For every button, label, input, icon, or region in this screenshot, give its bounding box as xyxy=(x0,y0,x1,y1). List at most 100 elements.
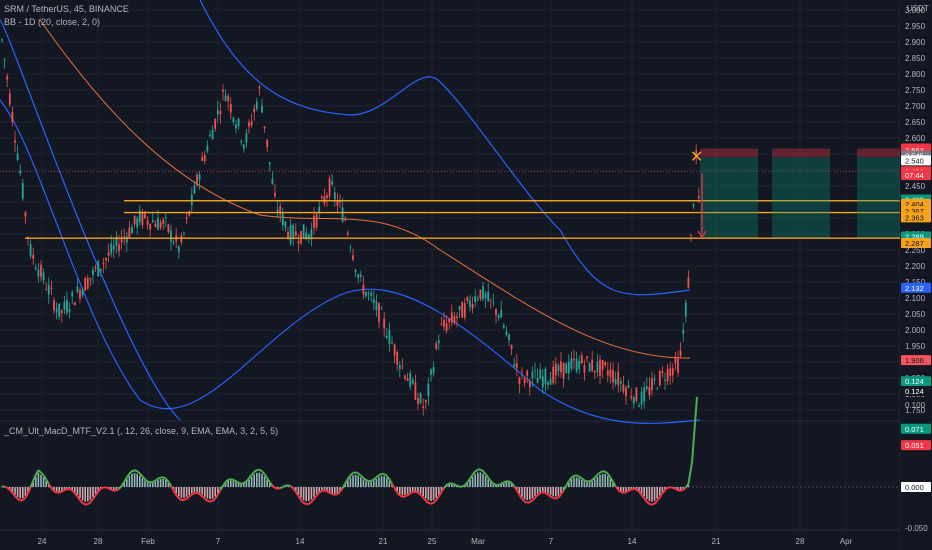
candle-body xyxy=(523,378,526,384)
candle-body xyxy=(653,378,656,381)
candle-body xyxy=(352,255,354,260)
macd-histogram-bar xyxy=(16,487,19,497)
macd-histogram-bar xyxy=(661,487,664,493)
candle-body xyxy=(209,134,211,137)
horizontal-levels[interactable] xyxy=(0,170,900,239)
macd-line-segment xyxy=(110,488,115,492)
macd-line-segment xyxy=(100,486,104,490)
macd-line-segment xyxy=(658,492,664,498)
macd-line-segment xyxy=(334,493,338,496)
entry-marker-icon: ✕ xyxy=(690,147,703,166)
price-tag-label: 2.563 xyxy=(905,146,924,155)
candle-body xyxy=(474,296,477,302)
time-tick-label: 7 xyxy=(216,537,221,546)
macd-histogram-bar xyxy=(313,487,315,497)
price-tick-label: 2.100 xyxy=(905,294,926,303)
macd-histogram-bar xyxy=(386,477,388,487)
time-axis[interactable]: 24 28 Feb 7 14 21 25 Mar 7 14 21 28 Apr xyxy=(38,537,853,546)
candle-body xyxy=(331,181,334,185)
macd-line-segment xyxy=(649,503,653,506)
candle-body xyxy=(552,366,555,383)
macd-line-segment xyxy=(29,480,35,488)
macd-histogram-bar xyxy=(349,477,352,487)
candle-body xyxy=(448,318,451,322)
macd-line-segment xyxy=(152,479,156,483)
macd-histogram-bar xyxy=(53,487,55,491)
macd-histogram-bar xyxy=(536,487,539,494)
macd-histogram-bar xyxy=(534,487,536,496)
macd-line-segment xyxy=(526,501,531,504)
macd-histogram-bar xyxy=(497,485,500,487)
price-tick-label: 2.900 xyxy=(905,38,926,47)
candle-body xyxy=(16,153,19,161)
macd-line-segment xyxy=(331,493,336,496)
candle-body xyxy=(68,309,71,312)
macd-histogram-bar xyxy=(131,473,133,487)
candle-body xyxy=(193,185,196,194)
macd-histogram-bar xyxy=(638,487,640,491)
macd-histogram-bar xyxy=(308,487,310,502)
price-axis[interactable]: 3.000 2.950 2.900 2.850 2.800 2.750 2.700 2.650… xyxy=(900,0,932,550)
macd-histogram-bar xyxy=(599,474,601,487)
macd-tag-label: 0.051 xyxy=(905,441,924,450)
candle-body xyxy=(380,308,383,310)
macd-histogram-bar xyxy=(256,472,258,487)
price-tag xyxy=(901,355,931,366)
macd-histogram-bar xyxy=(503,483,505,487)
candle-body xyxy=(136,218,139,228)
macd-histogram-bar xyxy=(45,480,47,487)
candle-body xyxy=(349,247,352,249)
macd-histogram-bar xyxy=(549,487,552,496)
macd-line-segment xyxy=(544,492,549,496)
macd-line-segment xyxy=(303,502,307,506)
candle-body xyxy=(164,217,167,219)
macd-line-segment xyxy=(680,488,684,492)
macd-line-segment xyxy=(557,493,562,499)
macd-line-segment xyxy=(183,497,188,501)
macd-line-segment xyxy=(108,487,112,491)
macd-spike xyxy=(687,396,698,485)
macd-histogram-bar xyxy=(113,487,115,491)
candle-body xyxy=(240,140,243,143)
candle-body xyxy=(211,129,214,140)
macd-line-segment xyxy=(248,474,253,479)
macd-line-segment xyxy=(50,487,55,492)
candle-body xyxy=(354,269,357,272)
macd-line-segment xyxy=(357,472,362,477)
macd-line-segment xyxy=(224,479,229,483)
macd-histogram-bar xyxy=(14,487,16,495)
time-tick-label: 25 xyxy=(428,537,437,546)
price-tag-label: 2.404 xyxy=(905,200,924,209)
candle-body xyxy=(562,362,565,379)
macd-line-segment xyxy=(391,483,396,489)
macd-histogram-bar xyxy=(139,475,141,487)
macd-histogram-bar xyxy=(302,487,305,501)
macd-line-segment xyxy=(235,480,240,484)
macd-histogram-bar xyxy=(339,487,341,492)
short-position-boxes[interactable]: ✕ xyxy=(690,147,900,239)
candle-body xyxy=(658,370,661,386)
macd-histogram-bar xyxy=(508,482,510,487)
macd-histogram-bar xyxy=(656,487,658,499)
macd-line-segment xyxy=(643,497,648,503)
price-tag xyxy=(901,212,931,223)
macd-histogram-bar xyxy=(74,487,76,493)
macd-line-segment xyxy=(344,478,349,485)
macd-line-segment xyxy=(617,489,622,493)
macd-histogram-bar xyxy=(19,487,21,499)
macd-histogram-bar xyxy=(396,487,398,492)
candle-body xyxy=(63,301,66,310)
candle-body xyxy=(118,244,120,252)
macd-line-segment xyxy=(157,476,162,480)
macd-line-segment xyxy=(498,482,502,486)
candle-body xyxy=(248,122,250,127)
macd-line-segment xyxy=(355,471,359,475)
macd-histogram-bar xyxy=(326,487,328,491)
candle-body xyxy=(346,232,349,235)
macd-histogram-bar xyxy=(430,487,432,501)
macd-line-segment xyxy=(211,497,216,502)
macd-histogram-bar xyxy=(373,480,375,487)
macd-histogram-bar xyxy=(560,487,562,494)
candle-body xyxy=(367,292,370,294)
